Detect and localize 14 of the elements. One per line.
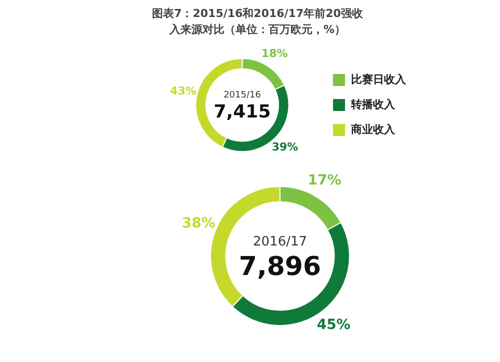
data-label: 39% [272, 140, 298, 154]
text: 7,415 [214, 102, 271, 123]
data-label: 17% [308, 172, 342, 188]
legend-label: 商业收入 [350, 122, 396, 136]
text: 2015/16 [224, 90, 262, 100]
data-label: 18% [261, 46, 288, 60]
text: 7,896 [238, 252, 322, 282]
data-label: 38% [182, 215, 216, 232]
text: 2016/17 [252, 234, 308, 250]
data-label: 45% [316, 316, 350, 333]
data-label: 43% [170, 84, 196, 98]
legend-label: 比赛日收入 [351, 72, 407, 86]
chart-title: 图表7：2015/16和2016/17年前20强收入来源对比（单位：百万欧元，%） [151, 6, 364, 38]
legend-label: 转播收入 [350, 98, 396, 111]
